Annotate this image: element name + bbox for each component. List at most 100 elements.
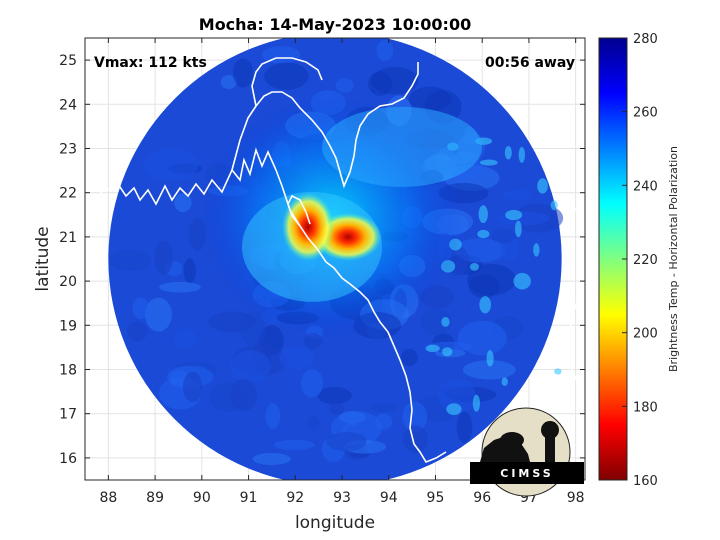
brightness-cell — [273, 439, 315, 450]
brightness-cell — [145, 297, 172, 332]
brightness-cell — [408, 86, 452, 112]
coastline — [231, 62, 419, 189]
brightness-cell — [420, 308, 452, 336]
brightness-cell — [173, 328, 197, 350]
brightness-cell — [370, 403, 397, 413]
brightness-cell — [174, 193, 192, 213]
coastline — [251, 57, 323, 107]
brightness-cell — [154, 240, 173, 275]
convective-cell — [425, 344, 440, 353]
brightness-cell — [468, 274, 501, 299]
x-tick-label: 91 — [240, 490, 258, 506]
brightness-cell — [456, 411, 473, 443]
x-tick-label: 88 — [99, 490, 117, 506]
vmax-annotation: Vmax: 112 kts — [94, 55, 207, 71]
y-tick-label: 25 — [59, 53, 77, 69]
chart-title: Mocha: 14-May-2023 10:00:00 — [199, 15, 471, 34]
coastline — [559, 195, 585, 213]
brightness-cell — [463, 360, 516, 380]
convective-cell — [550, 200, 558, 211]
brightness-cell — [457, 320, 507, 356]
brightness-cell — [183, 258, 196, 284]
axes-box — [84, 37, 586, 481]
brightness-cell — [127, 321, 148, 342]
convective-cell — [505, 209, 523, 221]
coastline — [85, 147, 447, 463]
colorbar-tick-label: 160 — [633, 474, 658, 489]
y-tick-label: 21 — [59, 230, 77, 246]
x-tick-label: 95 — [427, 490, 445, 506]
brightness-cell — [230, 379, 258, 412]
x-tick-label: 93 — [333, 490, 351, 506]
colorbar-tick-label: 240 — [633, 179, 658, 194]
convective-cell — [486, 350, 494, 367]
x-tick-label: 92 — [286, 490, 304, 506]
brightness-cell — [329, 402, 345, 415]
colorbar-tick-label: 260 — [633, 106, 658, 121]
convective-cell — [518, 146, 526, 163]
brightness-cell — [264, 62, 309, 90]
convective-cell — [441, 347, 453, 357]
brightness-cell — [300, 369, 324, 398]
convective-cell — [479, 296, 492, 314]
convective-cell — [554, 368, 562, 375]
x-tick-label: 96 — [473, 490, 491, 506]
x-tick-label: 90 — [193, 490, 211, 506]
y-tick-label: 18 — [59, 363, 77, 379]
colorbar-ticks: 160 180 200 220 240 260 280 — [622, 32, 658, 489]
convective-cell — [472, 394, 481, 412]
convective-cell — [441, 316, 450, 327]
x-axis-ticks: 88 89 90 91 92 93 94 95 96 97 98 — [99, 38, 585, 506]
x-tick-label: 98 — [567, 490, 585, 506]
brightness-cell — [143, 148, 199, 182]
colorbar-tick-label: 180 — [633, 400, 658, 415]
colorbar-label: Brightness Temp - Horizontal Polarizatio… — [667, 146, 680, 372]
brightness-cell — [496, 210, 550, 226]
convective-cell — [533, 243, 540, 257]
brightness-cell — [307, 415, 320, 431]
y-tick-label: 23 — [59, 142, 77, 158]
brightness-cell — [501, 189, 532, 200]
convective-cell — [478, 205, 488, 224]
colorbar-tick-label: 280 — [633, 32, 658, 47]
x-tick-label: 89 — [146, 490, 164, 506]
brightness-cell — [279, 345, 315, 370]
brightness-cell — [232, 58, 254, 88]
brightness-cell — [159, 281, 201, 293]
colorbar-tick-label: 200 — [633, 327, 658, 342]
y-tick-label: 17 — [59, 407, 77, 423]
brightness-cell — [229, 350, 271, 383]
brightness-cell — [132, 297, 150, 320]
brightness-cell — [182, 371, 203, 403]
y-tick-label: 16 — [59, 451, 77, 467]
convective-cell — [537, 178, 548, 194]
convective-cell — [504, 145, 512, 160]
brightness-cell — [376, 39, 394, 62]
cimss-logo-text: CIMSS — [500, 467, 553, 480]
brightness-cell — [438, 378, 476, 414]
time-away-annotation: 00:56 away — [485, 55, 575, 71]
y-axis-label: latitude — [33, 226, 53, 291]
brightness-cell — [375, 413, 393, 430]
brightness-cell — [252, 452, 291, 465]
convective-cell — [469, 262, 479, 271]
y-tick-label: 22 — [59, 186, 77, 202]
brightness-cell — [371, 66, 419, 95]
brightness-cell — [188, 217, 207, 251]
cimss-logo: CIMSS — [470, 407, 584, 497]
convective-cell — [513, 272, 531, 290]
y-axis-ticks: 16 17 18 19 20 21 22 23 24 25 — [59, 53, 585, 467]
coastline — [287, 194, 311, 227]
y-tick-label: 20 — [59, 274, 77, 290]
convective-cell — [446, 403, 462, 416]
brightness-cell — [220, 75, 237, 89]
brightness-cell — [303, 332, 322, 350]
brightness-cell — [317, 386, 352, 405]
rainband — [322, 106, 483, 187]
brightness-cell — [109, 250, 151, 271]
coastline — [565, 289, 585, 401]
brightness-cell — [326, 432, 367, 452]
convective-cell — [501, 377, 508, 386]
brightness-cell — [402, 401, 428, 432]
